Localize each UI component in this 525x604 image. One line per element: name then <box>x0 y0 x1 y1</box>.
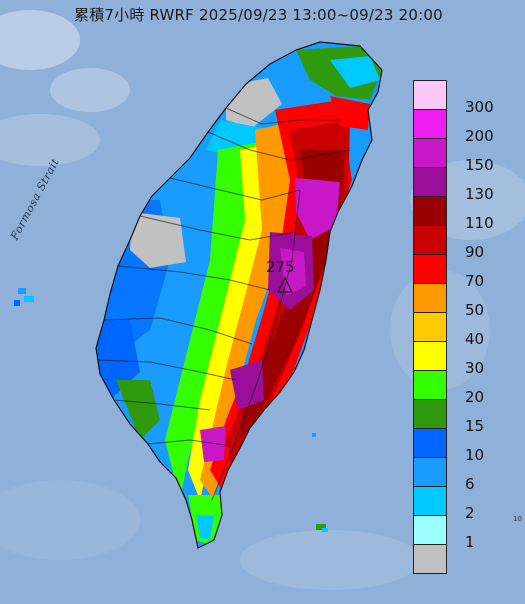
island-outline <box>95 41 383 549</box>
legend-label: 110 <box>465 214 494 232</box>
peak-marker-triangle <box>277 276 293 293</box>
legend-swatch <box>413 457 447 487</box>
legend-label: 70 <box>465 272 485 290</box>
legend-label: 300 <box>465 98 494 116</box>
legend-swatch <box>413 167 447 197</box>
legend-swatch <box>413 80 447 110</box>
legend-swatch <box>413 225 447 255</box>
legend-label: 20 <box>465 388 485 406</box>
legend-swatch <box>413 109 447 139</box>
legend-swatch <box>413 515 447 545</box>
map-title: 累積7小時 RWRF 2025/09/23 13:00~09/23 20:00 <box>74 6 443 24</box>
legend-label: 200 <box>465 127 494 145</box>
legend-label: 40 <box>465 330 485 348</box>
legend-swatch <box>413 399 447 429</box>
legend-swatch <box>413 138 447 168</box>
legend-label: 150 <box>465 156 494 174</box>
rainfall-legend: 300 200 150 130 110 90 70 50 40 30 20 15 10 6 2 1 <box>413 80 523 574</box>
legend-label: 130 <box>465 185 494 203</box>
legend-swatch <box>413 486 447 516</box>
offshore-islands <box>14 288 328 532</box>
legend-label: 90 <box>465 243 485 261</box>
legend-label: 15 <box>465 417 485 435</box>
county-boundaries <box>97 107 351 501</box>
legend-label: 10 <box>465 446 485 464</box>
legend-swatch <box>413 370 447 400</box>
legend-swatch <box>413 283 447 313</box>
legend-swatch <box>413 312 447 342</box>
legend-swatch <box>413 254 447 284</box>
legend-swatch <box>413 196 447 226</box>
legend-label: 50 <box>465 301 485 319</box>
legend-label: 30 <box>465 359 485 377</box>
legend-label: 2 <box>465 504 475 522</box>
legend-swatch <box>413 428 447 458</box>
legend-label: 1 <box>465 533 475 551</box>
rainfall-layers <box>96 46 382 545</box>
corner-mark: 10 <box>513 515 522 523</box>
legend-swatch <box>413 544 447 574</box>
legend-swatch <box>413 341 447 371</box>
peak-value-label: 275 <box>266 258 295 276</box>
legend-label: 6 <box>465 475 475 493</box>
